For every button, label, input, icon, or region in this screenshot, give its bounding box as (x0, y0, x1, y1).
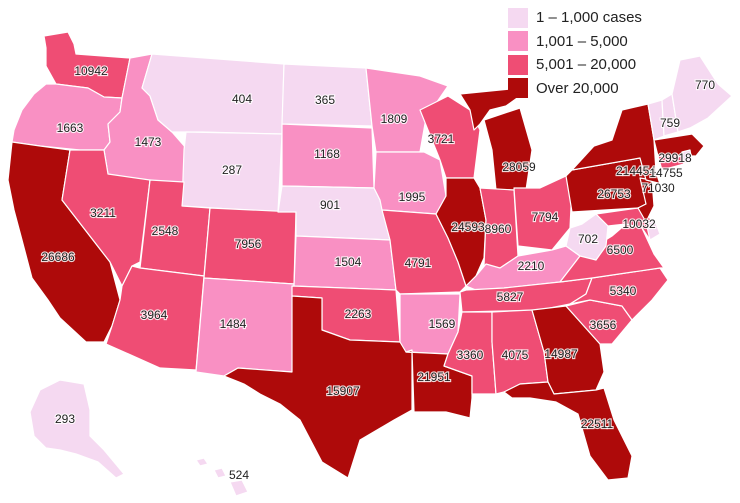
legend-label: 1,001 – 5,000 (536, 32, 628, 50)
state-nc (569, 267, 669, 321)
state-value-ca: 26686 (41, 250, 75, 264)
state-value-az: 3964 (141, 308, 168, 322)
state-value-ia: 1995 (399, 190, 426, 204)
state-ak (29, 379, 125, 479)
legend-label: 5,001 – 20,000 (536, 56, 637, 74)
state-tx (223, 295, 413, 479)
state-value-la: 21951 (417, 370, 451, 384)
state-value-mi: 28059 (502, 160, 536, 174)
state-value-vt: 759 (660, 116, 680, 130)
legend-item: Over 20,000 (508, 77, 642, 101)
state-value-md: 10032 (622, 217, 656, 231)
state-value-fl: 22511 (581, 417, 614, 431)
state-value-il: 24593 (451, 220, 485, 234)
state-value-wi: 3721 (428, 132, 455, 146)
state-value-ms: 3360 (457, 348, 484, 362)
state-ri (681, 149, 693, 165)
state-value-co: 7956 (235, 237, 262, 251)
legend-item: 1,001 – 5,000 (508, 30, 642, 54)
state-value-tn: 5827 (497, 290, 524, 304)
state-value-nd: 365 (315, 93, 335, 107)
state-value-al: 4075 (502, 348, 529, 362)
state-value-nc: 5340 (610, 284, 637, 298)
legend-label: 1 – 1,000 cases (536, 9, 642, 27)
state-value-ga: 14987 (544, 347, 578, 361)
state-fl (503, 381, 633, 481)
state-de (645, 217, 661, 241)
legend-item: 1 – 1,000 cases (508, 6, 642, 30)
state-nv (61, 149, 151, 287)
state-value-ut: 2548 (152, 224, 179, 238)
state-value-ar: 1569 (429, 317, 456, 331)
legend-item: 5,001 – 20,000 (508, 53, 642, 77)
state-value-wa: 10942 (74, 64, 108, 78)
legend-label: Over 20,000 (536, 79, 619, 97)
state-value-wv: 702 (578, 232, 598, 246)
state-value-tx: 15907 (326, 384, 360, 398)
legend-swatch (508, 31, 528, 52)
legend: 1 – 1,000 cases 1,001 – 5,000 5,001 – 20,0… (508, 6, 642, 100)
state-value-hi: 524 (229, 468, 249, 482)
state-value-ok: 2263 (345, 307, 372, 321)
state-value-ne: 901 (320, 198, 340, 212)
state-value-sd: 1168 (314, 147, 340, 161)
state-value-id: 1473 (135, 135, 162, 149)
state-mn (365, 67, 449, 153)
state-hi (195, 457, 249, 497)
state-mt (141, 53, 285, 135)
state-value-ny: 214454 (616, 164, 656, 178)
state-value-pa: 26753 (597, 187, 631, 201)
state-value-ks: 1504 (335, 255, 362, 269)
state-value-or: 1663 (57, 121, 84, 135)
state-value-mt: 404 (232, 92, 252, 106)
state-me (671, 55, 733, 133)
state-ma (653, 133, 705, 157)
state-value-mo: 4791 (405, 256, 432, 270)
state-ia (373, 151, 447, 215)
state-value-wy: 287 (222, 163, 242, 177)
state-value-va: 6500 (607, 243, 634, 257)
state-value-nm: 1484 (220, 317, 247, 331)
state-value-in: 8960 (485, 222, 512, 236)
state-wv (565, 213, 609, 261)
legend-swatch (508, 78, 528, 99)
legend-swatch (508, 54, 528, 75)
state-ny (571, 103, 671, 187)
state-value-sc: 3656 (590, 318, 617, 332)
state-value-nj: 71030 (641, 181, 675, 195)
legend-swatch (508, 7, 528, 28)
state-value-ct: 14755 (649, 166, 683, 180)
state-value-ma: 29918 (658, 151, 692, 165)
state-wi (419, 95, 481, 179)
state-value-nv: 3211 (90, 206, 116, 220)
state-value-ak: 293 (55, 412, 75, 426)
state-value-mn: 1809 (381, 112, 408, 126)
state-value-ky: 2210 (518, 259, 545, 273)
state-value-me: 770 (695, 78, 715, 92)
state-value-oh: 7794 (532, 210, 559, 224)
